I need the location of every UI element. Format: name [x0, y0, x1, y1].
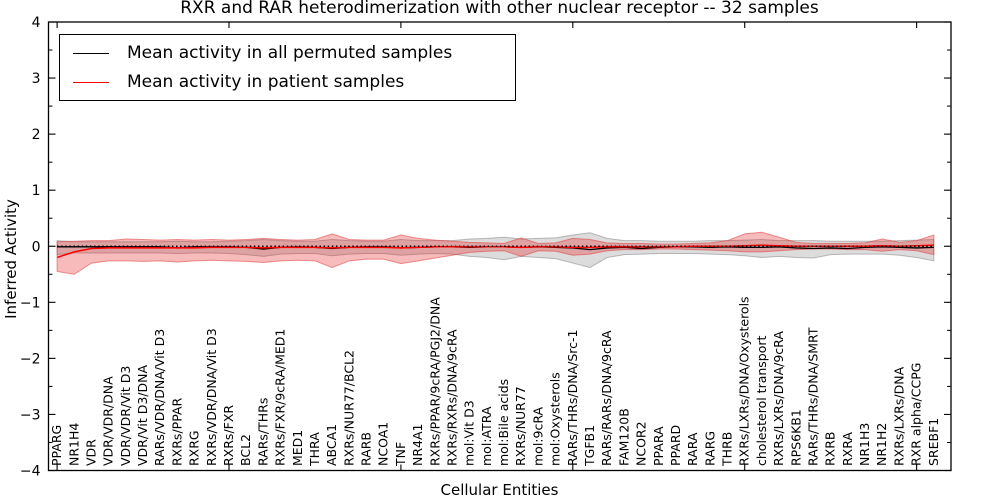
x-tick-label: MED1: [290, 430, 305, 466]
legend-label-permuted: Mean activity in all permuted samples: [127, 43, 453, 63]
chart-title: RXR and RAR heterodimerization with othe…: [180, 0, 819, 18]
x-tick-label: FAM120B: [616, 408, 631, 466]
x-tick-label: NR4A1: [410, 424, 425, 467]
x-tick-label: RXRB: [823, 431, 838, 466]
x-tick-label: RXRs/VDR/DNA/Vit D3: [204, 328, 219, 466]
x-tick-labels: PPARG NR1H4 VDR VDR/VDR/DNA VDR/VDR/Vit D3 VD…: [49, 296, 941, 467]
y-tick-label: 2: [32, 127, 41, 143]
x-tick-label: RARB: [359, 432, 374, 466]
x-tick-label: TNF: [393, 442, 408, 467]
x-tick-label: RXRs/PPAR: [169, 398, 184, 466]
y-tick-label: −2: [20, 351, 41, 367]
x-tick-label: RPS6KB1: [788, 409, 803, 466]
patient-band: [56, 231, 935, 275]
x-tick-label: THRA: [307, 432, 322, 467]
x-tick-label: NR1H3: [857, 423, 872, 466]
y-tick-label: 3: [32, 71, 41, 87]
x-tick-label: PPARA: [651, 426, 666, 466]
x-tick-label: mol:Bile acids: [496, 379, 511, 466]
permuted-line-icon: [73, 52, 109, 54]
x-tick-label: RXRs/PPAR/9cRA/PGJ2/DNA: [427, 297, 442, 466]
x-tick-label: RARs/VDR/DNA/Vit D3: [152, 329, 167, 466]
legend: Mean activity in all permuted samples Me…: [59, 34, 516, 101]
x-tick-label: RXRs/LXRs/DNA/9cRA: [771, 331, 786, 466]
x-tick-label: RXRA: [840, 432, 855, 466]
x-tick-label: NCOR2: [634, 421, 649, 466]
patient-line-icon: [73, 81, 109, 83]
x-tick-label: RXRs/LXRs/DNA: [891, 366, 906, 466]
legend-label-patient: Mean activity in patient samples: [127, 72, 405, 92]
y-tick-label: −1: [20, 295, 41, 311]
x-tick-label: RXRs/FXR/9cRA/MED1: [273, 329, 288, 466]
x-tick-label: RXRs/RXRs/DNA/9cRA: [444, 329, 459, 466]
legend-item-patient: Mean activity in patient samples: [73, 71, 515, 93]
x-tick-label: mol:Vit D3: [462, 400, 477, 466]
x-tick-label: THRB: [720, 432, 735, 467]
x-tick-label: VDR/VDR/DNA: [101, 376, 116, 466]
y-tick-label: −4: [20, 464, 41, 480]
y-tick-label: 0: [32, 239, 41, 255]
x-tick-label: VDR: [83, 439, 98, 466]
legend-item-permuted: Mean activity in all permuted samples: [73, 42, 515, 64]
x-tick-label: mol:Oxysterols: [548, 372, 563, 466]
x-tick-label: PPARG: [49, 425, 64, 466]
y-tick-label: 1: [32, 183, 41, 199]
y-axis-ticks: [48, 21, 951, 472]
x-tick-label: RARs/RARs/DNA/9cRA: [599, 330, 614, 466]
x-tick-label: RXRs/FXR: [221, 405, 236, 466]
x-tick-label: VDR/Vit D3/DNA: [135, 365, 150, 466]
y-tick-label: 4: [32, 15, 41, 31]
y-tick-label: −3: [20, 407, 41, 423]
x-tick-label: SREBF1: [926, 418, 941, 466]
x-tick-label: ABCA1: [324, 424, 339, 466]
x-tick-label: cholesterol transport: [754, 335, 769, 466]
x-tick-label: RARs/THRs: [255, 398, 270, 466]
x-tick-label: RXRs/NUR77: [513, 386, 528, 466]
x-axis-ticks: [56, 22, 918, 471]
x-tick-label: RARs/THRs/DNA/SMRT: [805, 327, 820, 466]
x-tick-label: RARs/THRs/DNA/Src-1: [565, 330, 580, 466]
x-tick-label: mol:ATRA: [479, 406, 494, 466]
x-tick-label: RXR alpha/CCPG: [909, 363, 924, 466]
x-tick-label: TGFB1: [582, 425, 597, 467]
x-tick-label: RXRs/NUR77/BCL2: [341, 350, 356, 466]
y-axis-title: Inferred Activity: [2, 199, 20, 319]
x-tick-label: RXRs/LXRs/DNA/Oxysterols: [737, 296, 752, 466]
x-tick-label: NCOA1: [376, 422, 391, 466]
x-axis-title: Cellular Entities: [440, 481, 559, 499]
y-tick-labels: 4 3 2 1 0 −1 −2 −3 −4: [20, 15, 41, 480]
x-tick-label: RXRG: [187, 430, 202, 466]
x-tick-label: RARA: [685, 432, 700, 466]
x-tick-label: BCL2: [238, 434, 253, 466]
x-tick-label: NR1H2: [874, 423, 889, 466]
x-tick-label: PPARD: [668, 425, 683, 466]
x-tick-label: RARG: [702, 431, 717, 466]
x-tick-label: mol:9cRA: [530, 406, 545, 466]
x-tick-label: VDR/VDR/Vit D3: [118, 366, 133, 466]
permuted-band: [56, 232, 935, 269]
x-tick-label: NR1H4: [66, 423, 81, 466]
